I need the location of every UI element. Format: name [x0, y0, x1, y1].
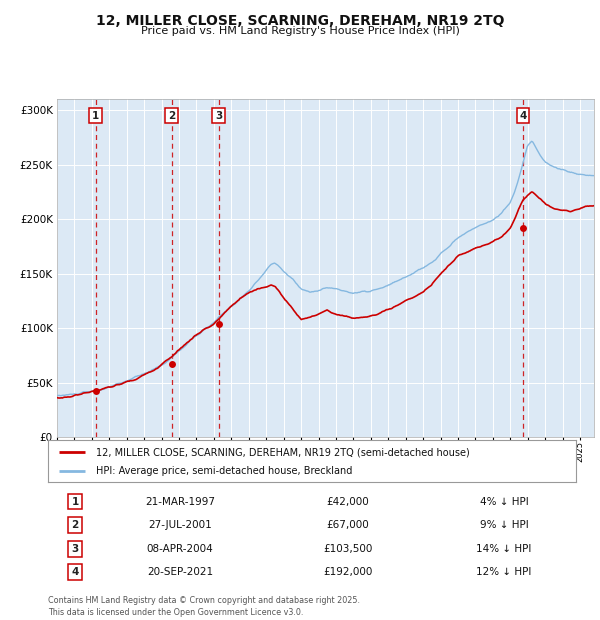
Text: £103,500: £103,500 [323, 544, 373, 554]
Text: 12, MILLER CLOSE, SCARNING, DEREHAM, NR19 2TQ (semi-detached house): 12, MILLER CLOSE, SCARNING, DEREHAM, NR1… [95, 447, 469, 457]
Text: 12, MILLER CLOSE, SCARNING, DEREHAM, NR19 2TQ: 12, MILLER CLOSE, SCARNING, DEREHAM, NR1… [96, 14, 504, 28]
Text: 4: 4 [71, 567, 79, 577]
Text: Contains HM Land Registry data © Crown copyright and database right 2025.
This d: Contains HM Land Registry data © Crown c… [48, 596, 360, 617]
Text: £42,000: £42,000 [326, 497, 370, 507]
Text: 9% ↓ HPI: 9% ↓ HPI [479, 520, 529, 530]
Text: 1: 1 [92, 110, 100, 120]
Text: 21-MAR-1997: 21-MAR-1997 [145, 497, 215, 507]
Text: 2: 2 [71, 520, 79, 530]
Text: 12% ↓ HPI: 12% ↓ HPI [476, 567, 532, 577]
Text: 1: 1 [71, 497, 79, 507]
Text: 3: 3 [71, 544, 79, 554]
Text: 14% ↓ HPI: 14% ↓ HPI [476, 544, 532, 554]
Text: 08-APR-2004: 08-APR-2004 [146, 544, 214, 554]
Text: 27-JUL-2001: 27-JUL-2001 [148, 520, 212, 530]
Text: £67,000: £67,000 [326, 520, 370, 530]
Text: 4% ↓ HPI: 4% ↓ HPI [479, 497, 529, 507]
Text: HPI: Average price, semi-detached house, Breckland: HPI: Average price, semi-detached house,… [95, 466, 352, 476]
Text: 20-SEP-2021: 20-SEP-2021 [147, 567, 213, 577]
Text: 4: 4 [519, 110, 527, 120]
Text: £192,000: £192,000 [323, 567, 373, 577]
Text: 2: 2 [168, 110, 175, 120]
Text: Price paid vs. HM Land Registry's House Price Index (HPI): Price paid vs. HM Land Registry's House … [140, 26, 460, 36]
Text: 3: 3 [215, 110, 222, 120]
